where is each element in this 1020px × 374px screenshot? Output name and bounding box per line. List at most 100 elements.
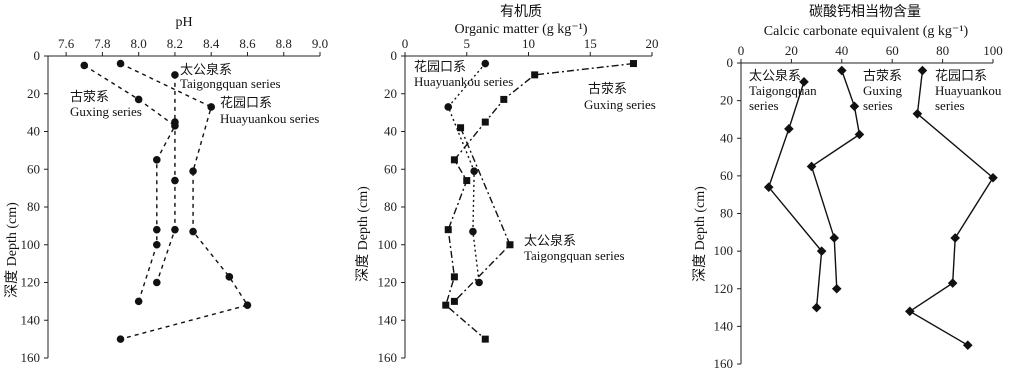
ph-data-point xyxy=(153,225,161,234)
ph-y-tick-label: 20 xyxy=(27,86,40,101)
cc-data-point xyxy=(905,306,915,317)
ph-data-point xyxy=(171,122,179,130)
calcic-carbonate-panel: 碳酸钙相当物含量 Calcic carbonate equivalent (g … xyxy=(692,4,1003,371)
om-series-line xyxy=(453,127,511,302)
cc-data-point xyxy=(917,65,928,76)
om-y-tick-label: 100 xyxy=(378,237,398,252)
cc-y-tick-label: 0 xyxy=(727,55,734,70)
om-subtitle: Organic matter (g kg⁻¹) xyxy=(454,22,587,37)
om-y-tick-label: 80 xyxy=(384,199,397,214)
ph-x-tick-label: 7.6 xyxy=(58,36,75,51)
cc-label-huayuankou-cn: 花园口系 xyxy=(935,68,987,83)
organic-matter-panel: 有机质 Organic matter (g kg⁻¹) 0 5 10 15 20 0 20… xyxy=(355,4,659,365)
ph-label-huayuankou-cn: 花园口系 xyxy=(220,95,272,110)
ph-x-tick-label: 9.0 xyxy=(312,36,328,51)
cc-title: 碳酸钙相当物含量 xyxy=(809,4,921,20)
cc-y-tick-label: 140 xyxy=(714,318,734,333)
ph-data-point xyxy=(171,176,179,185)
ph-data-point xyxy=(134,297,143,306)
cc-series-line xyxy=(767,81,823,308)
ph-label-guxing-cn: 古荥系 xyxy=(70,89,109,104)
ph-label-huayuankou-en: Huayuankou series xyxy=(220,111,319,126)
ph-x-tick-label: 8.6 xyxy=(239,36,256,51)
ph-y-axis-label: 深度 Depth (cm) xyxy=(4,202,20,298)
om-label-taigongquan-cn: 太公泉系 xyxy=(524,233,576,248)
om-y-tick-label: 20 xyxy=(384,86,397,101)
ph-y-tick-label: 0 xyxy=(34,48,41,63)
cc-data-point xyxy=(963,340,973,350)
cc-data-point xyxy=(854,129,865,140)
cc-data-point xyxy=(837,65,847,76)
cc-label-guxing-en2: series xyxy=(863,98,893,113)
om-data-point xyxy=(481,59,490,68)
om-series-line xyxy=(444,62,634,340)
cc-data-point xyxy=(829,233,840,243)
ph-x-tick-label: 8.2 xyxy=(167,36,183,51)
om-data-point xyxy=(450,297,458,305)
om-y-tick-label: 40 xyxy=(384,124,397,139)
cc-x-tick-label: 100 xyxy=(983,43,1003,58)
cc-label-guxing-cn: 古荥系 xyxy=(863,68,902,83)
cc-data-point xyxy=(784,124,794,134)
cc-data-point xyxy=(806,161,817,172)
om-label-huayuankou-en: Huayuankou series xyxy=(414,74,513,89)
cc-y-tick-label: 80 xyxy=(720,206,733,221)
cc-label-huayuankou-en2: series xyxy=(935,98,965,113)
ph-data-point xyxy=(153,278,161,287)
om-data-point xyxy=(481,118,489,126)
cc-y-tick-label: 60 xyxy=(720,168,733,183)
ph-data-point xyxy=(171,225,179,234)
ph-title: pH xyxy=(175,15,192,30)
om-label-taigongquan-en: Taigongquan series xyxy=(524,248,625,263)
om-y-tick-label: 120 xyxy=(378,275,398,290)
om-data-point xyxy=(463,177,471,185)
cc-y-tick-label: 40 xyxy=(720,130,733,145)
ph-y-tick-label: 60 xyxy=(27,161,40,176)
ph-x-tick-label: 7.8 xyxy=(94,36,110,51)
om-x-tick-label: 10 xyxy=(522,36,535,51)
ph-data-point xyxy=(171,71,179,79)
om-data-point xyxy=(457,124,465,132)
om-label-guxing-cn: 古荥系 xyxy=(588,81,627,96)
cc-data-point xyxy=(912,108,923,119)
cc-data-point xyxy=(947,278,958,288)
cc-x-tick-label: 80 xyxy=(936,43,949,58)
om-y-tick-label: 60 xyxy=(384,161,397,176)
ph-panel: pH 7.6 7.8 8.0 8.2 8.4 8.6 8.8 9.0 0 20 40 60 80 100… xyxy=(4,15,328,365)
cc-data-point xyxy=(811,302,822,313)
om-data-point xyxy=(481,335,489,343)
om-data-point xyxy=(469,227,477,236)
ph-data-point xyxy=(116,59,125,68)
om-data-point xyxy=(444,226,452,234)
cc-y-tick-label: 20 xyxy=(720,93,733,108)
om-data-point xyxy=(629,60,637,68)
om-data-point xyxy=(470,167,478,175)
om-data-point xyxy=(450,273,458,281)
om-y-tick-label: 0 xyxy=(391,48,398,63)
cc-series-line xyxy=(810,70,861,289)
om-y-axis-label: 深度 Depth (cm) xyxy=(355,186,371,282)
ph-y-tick-label: 140 xyxy=(21,312,41,327)
cc-label-taigongquan-cn: 太公泉系 xyxy=(749,68,801,83)
om-y-tick-label: 160 xyxy=(378,350,398,365)
cc-label-huayuankou-en: Huayuankou xyxy=(935,83,1002,98)
cc-y-tick-label: 160 xyxy=(714,356,734,371)
om-x-tick-label: 0 xyxy=(402,36,409,51)
ph-y-tick-label: 40 xyxy=(27,124,40,139)
ph-label-guxing-en: Guxing series xyxy=(70,104,142,119)
ph-data-point xyxy=(80,61,89,70)
om-data-point xyxy=(531,71,539,79)
ph-label-taigongquan-en: Taigongquan series xyxy=(180,76,281,91)
ph-x-tick-label: 8.4 xyxy=(203,36,220,51)
om-data-point xyxy=(500,95,508,103)
cc-data-point xyxy=(988,172,998,183)
cc-x-tick-label: 40 xyxy=(835,43,848,58)
ph-data-point xyxy=(243,301,252,309)
ph-data-point xyxy=(153,240,161,249)
om-title: 有机质 xyxy=(500,4,542,20)
om-x-tick-label: 20 xyxy=(646,36,659,51)
ph-y-tick-label: 80 xyxy=(27,199,40,214)
cc-x-tick-label: 20 xyxy=(785,43,798,58)
ph-data-point xyxy=(116,335,125,343)
om-data-point xyxy=(450,156,458,164)
